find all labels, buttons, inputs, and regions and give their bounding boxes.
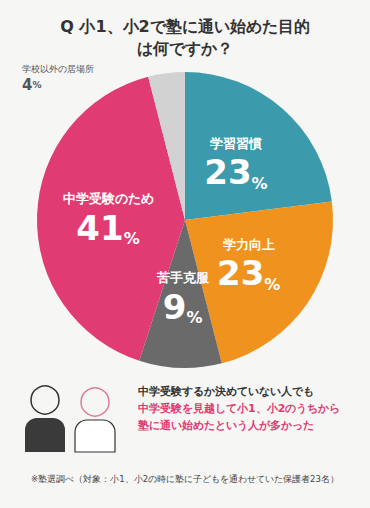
svg-text:※塾選調べ（対象：小1、小2の時に塾に子どもを通わせていた保: ※塾選調べ（対象：小1、小2の時に塾に子どもを通わせていた保護者23名） [31,474,339,484]
svg-text:23: 23 [217,253,264,293]
svg-text:中学受験のため: 中学受験のため [63,191,154,206]
svg-text:4: 4 [22,76,32,94]
svg-text:%: % [186,308,202,327]
svg-text:%: % [264,275,280,294]
svg-text:9: 9 [163,287,187,327]
svg-text:中学受験するか決めていない人でも: 中学受験するか決めていない人でも [138,385,314,398]
svg-text:は何ですか？: は何ですか？ [137,39,233,58]
svg-text:学習習慣: 学習習慣 [210,136,262,151]
svg-text:%: % [124,229,140,248]
svg-text:%: % [32,80,41,90]
svg-text:23: 23 [204,152,251,192]
svg-text:Q 小1、小2で塾に通い始めた目的: Q 小1、小2で塾に通い始めた目的 [60,17,309,36]
svg-text:学力向上: 学力向上 [223,237,275,252]
svg-text:41: 41 [76,208,123,248]
svg-text:学校以外の居場所: 学校以外の居場所 [22,64,94,74]
svg-text:中学受験を見越して小1、小2のうちから: 中学受験を見越して小1、小2のうちから [138,402,340,415]
svg-text:塾に通い始めたという人が多かった: 塾に通い始めたという人が多かった [137,419,314,432]
svg-text:苦手克服: 苦手克服 [156,270,210,285]
svg-text:%: % [252,174,268,193]
